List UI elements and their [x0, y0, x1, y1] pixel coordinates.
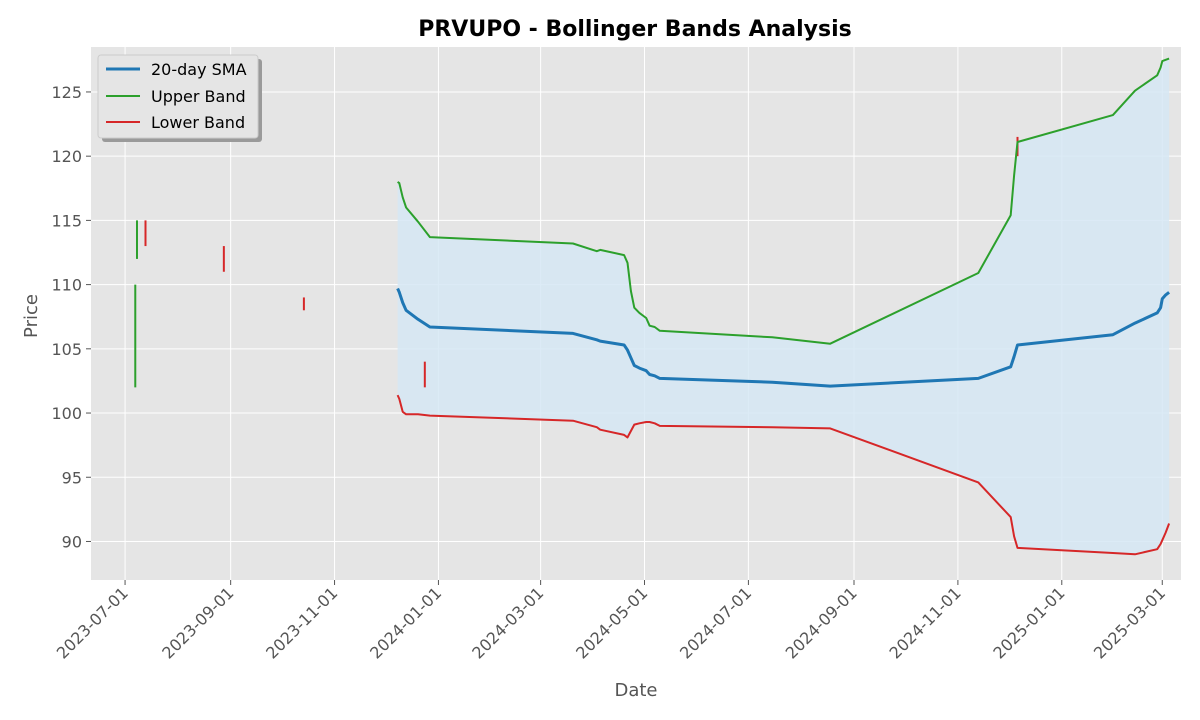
x-tick-label: 2024-03-01 [468, 583, 547, 662]
y-tick-label: 90 [62, 532, 82, 551]
legend-label-lower: Lower Band [151, 113, 245, 132]
upper-band-line [397, 57, 1170, 345]
y-axis-ticks: 90 95 100 105 110 115 120 125 [51, 83, 91, 551]
x-axis-ticks: 2023-07-01 2023-09-01 2023-11-01 2024-01-01… [53, 580, 1169, 663]
y-tick-label: 115 [51, 211, 82, 230]
sma-line [396, 287, 1171, 388]
band-fill [397, 58, 1170, 555]
legend-label-upper: Upper Band [151, 87, 246, 106]
y-tick-label: 110 [51, 276, 82, 295]
chart-title: PRVUPO - Bollinger Bands Analysis [418, 17, 852, 42]
legend: 20-day SMA Upper Band Lower Band [97, 54, 262, 142]
x-tick-label: 2024-01-01 [366, 583, 445, 662]
x-tick-label: 2024-11-01 [886, 583, 965, 662]
x-tick-label: 2025-03-01 [1090, 583, 1169, 662]
x-axis-label: Date [614, 680, 657, 701]
series-layer [396, 57, 1171, 556]
band-fill-layer [397, 58, 1170, 555]
x-tick-label: 2025-01-01 [989, 583, 1068, 662]
y-tick-label: 120 [51, 147, 82, 166]
legend-label-sma: 20-day SMA [151, 60, 247, 79]
y-tick-label: 105 [51, 340, 82, 359]
lower-band-line [396, 394, 1171, 556]
x-tick-label: 2024-07-01 [676, 583, 755, 662]
x-tick-label: 2023-09-01 [158, 583, 237, 662]
y-tick-label: 125 [51, 83, 82, 102]
legend-box [97, 54, 259, 139]
x-tick-label: 2024-09-01 [782, 583, 861, 662]
x-tick-label: 2024-05-01 [572, 583, 651, 662]
x-tick-label: 2023-11-01 [262, 583, 341, 662]
y-tick-label: 100 [51, 404, 82, 423]
x-tick-label: 2023-07-01 [53, 583, 132, 662]
y-axis-label: Price [21, 294, 42, 338]
y-tick-label: 95 [62, 468, 82, 487]
